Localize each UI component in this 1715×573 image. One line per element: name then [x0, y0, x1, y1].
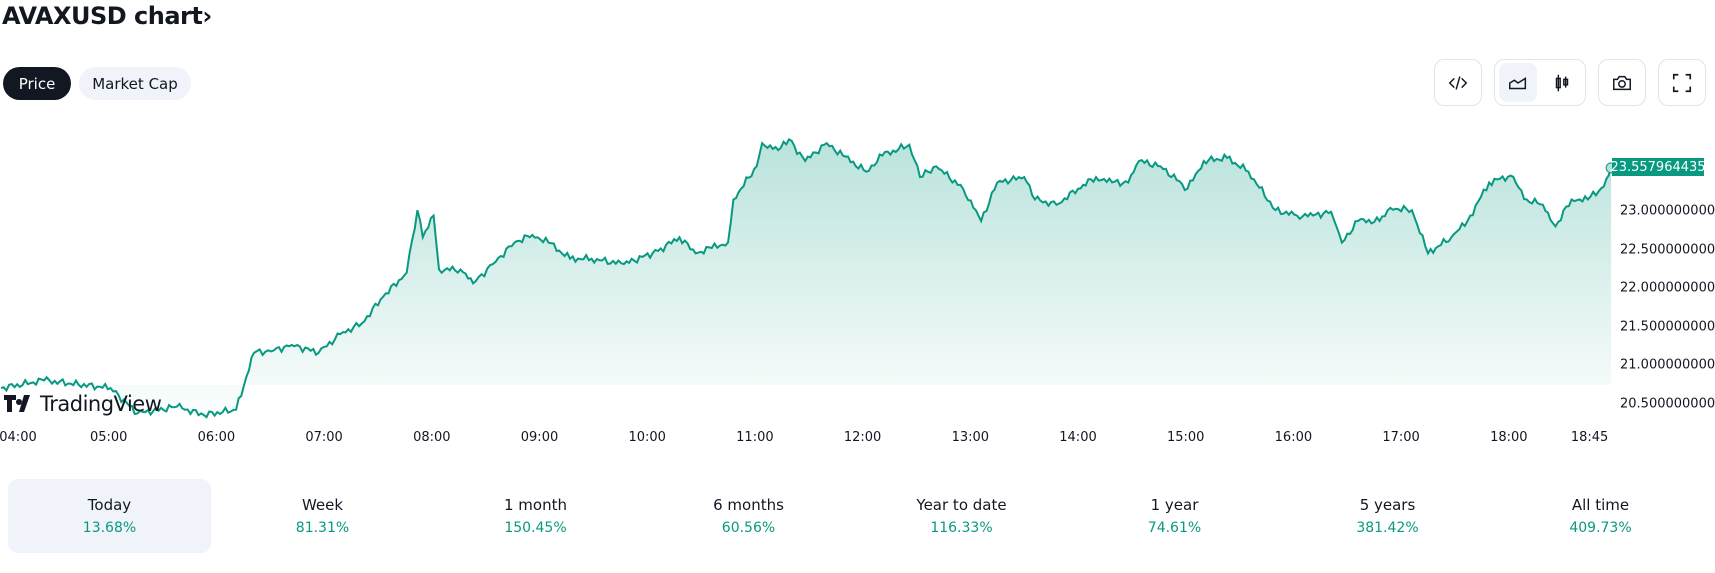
x-axis-tick-label: 18:45 [1570, 430, 1609, 445]
period-change: 116.33% [930, 520, 993, 536]
period-label: 6 months [713, 496, 784, 514]
tab-market-cap[interactable]: Market Cap [79, 67, 191, 100]
current-price-tag: 23.557964435 [1610, 158, 1706, 176]
x-axis-tick-label: 13:00 [951, 430, 990, 445]
period-label: 1 year [1150, 496, 1199, 514]
period-6-months[interactable]: 6 months 60.56% [647, 479, 850, 553]
tradingview-watermark: TradingView [4, 392, 162, 416]
x-axis-tick-label: 18:00 [1490, 430, 1528, 445]
period-change: 81.31% [295, 520, 350, 536]
x-axis-tick-label: 11:00 [736, 430, 774, 445]
x-axis-tick-label: 04:00 [0, 430, 37, 445]
period-label: 5 years [1359, 496, 1416, 514]
x-axis-tick-label: 09:00 [520, 430, 559, 445]
period-label: All time [1571, 496, 1630, 514]
period-label: Week [301, 496, 344, 514]
tab-price[interactable]: Price [3, 67, 71, 100]
x-axis-tick-label: 16:00 [1274, 430, 1313, 445]
period-5-years[interactable]: 5 years 381.42% [1286, 479, 1489, 553]
candlestick-chart-button[interactable] [1543, 63, 1581, 102]
period-1-year[interactable]: 1 year 74.61% [1073, 479, 1276, 553]
y-axis-tick-label: 23.000000000 [1620, 203, 1715, 219]
camera-icon [1613, 75, 1631, 90]
price-chart[interactable] [0, 120, 1715, 430]
x-axis-tick-label: 08:00 [413, 430, 451, 445]
period-change: 381.42% [1356, 520, 1419, 536]
period-all-time[interactable]: All time 409.73% [1499, 479, 1702, 553]
x-axis-tick-label: 06:00 [197, 430, 236, 445]
fullscreen-button[interactable] [1658, 59, 1706, 106]
x-axis-tick-label: 10:00 [628, 430, 666, 445]
chart-title: AVAXUSD chart [2, 2, 203, 30]
period-label: 1 month [504, 496, 567, 514]
x-axis-tick-label: 12:00 [843, 430, 882, 445]
embed-code-icon [1448, 75, 1468, 90]
period-change: 409.73% [1569, 520, 1632, 536]
period-label: Today [87, 496, 132, 514]
x-axis-tick-label: 05:00 [89, 430, 128, 445]
x-axis-tick-label: 07:00 [305, 430, 343, 445]
y-axis-tick-label: 21.000000000 [1620, 357, 1715, 373]
y-axis-tick-label: 20.500000000 [1620, 396, 1715, 411]
area-chart-button[interactable] [1499, 63, 1537, 102]
price-area-fill [1, 139, 1612, 418]
period-label: Year to date [916, 496, 1007, 514]
x-axis-tick-label: 14:00 [1059, 430, 1097, 445]
y-axis-tick-label: 21.500000000 [1620, 319, 1715, 334]
area-chart-icon [1509, 76, 1527, 89]
period-today[interactable]: Today 13.68% [8, 479, 211, 553]
period-change: 74.61% [1147, 520, 1202, 536]
y-axis-tick-label: 22.000000000 [1620, 280, 1715, 296]
period-change: 60.56% [721, 520, 776, 536]
chevron-right-icon: › [202, 2, 212, 30]
period-1-month[interactable]: 1 month 150.45% [434, 479, 637, 553]
tradingview-logo-icon [4, 395, 30, 412]
x-axis-tick-label: 17:00 [1382, 430, 1420, 445]
price-line [0, 138, 1613, 419]
fullscreen-icon [1672, 73, 1692, 92]
period-week[interactable]: Week 81.31% [221, 479, 424, 553]
embed-button[interactable] [1434, 59, 1482, 106]
period-year-to-date[interactable]: Year to date 116.33% [860, 479, 1063, 553]
tradingview-watermark-text: TradingView [40, 392, 162, 416]
screenshot-button[interactable] [1598, 59, 1646, 106]
candlestick-chart-icon [1555, 74, 1569, 91]
period-change: 13.68% [82, 520, 137, 536]
chart-title-link[interactable]: AVAXUSD chart› [2, 2, 212, 30]
x-axis-tick-label: 15:00 [1166, 430, 1205, 445]
y-axis-tick-label: 22.500000000 [1620, 242, 1715, 257]
chart-type-group [1494, 59, 1586, 106]
period-change: 150.45% [504, 520, 567, 536]
